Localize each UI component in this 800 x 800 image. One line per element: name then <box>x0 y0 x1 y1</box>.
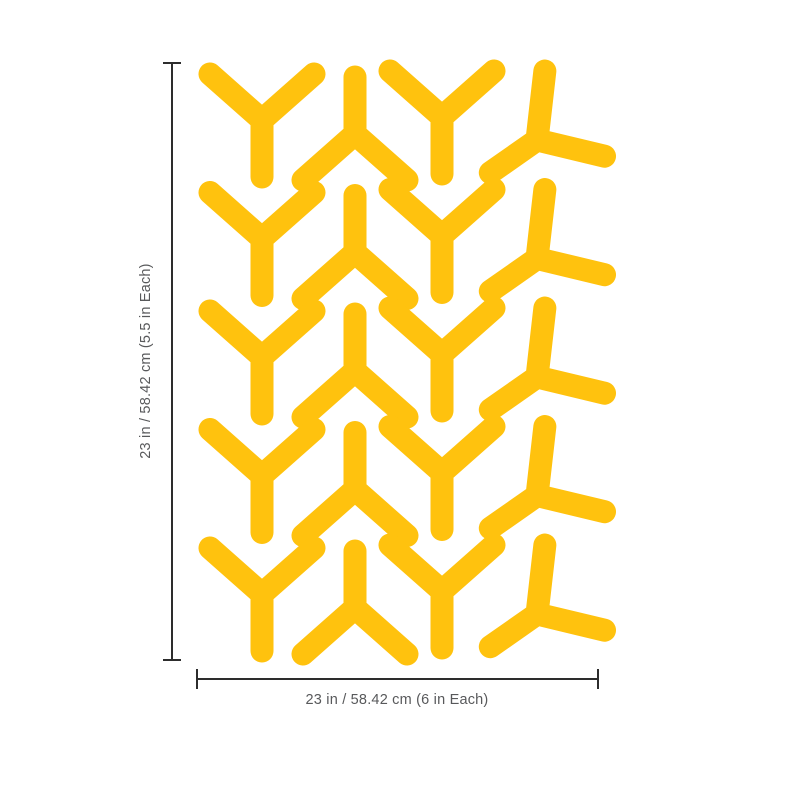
width-dimension-label: 23 in / 58.42 cm (6 in Each) <box>305 692 489 708</box>
y-decal-upright <box>378 533 506 660</box>
y-decal-tilted <box>478 533 617 659</box>
y-decal-inverted <box>291 184 419 310</box>
y-decal-tilted <box>478 178 617 303</box>
y-decal-upright <box>198 62 326 189</box>
y-decal-tilted <box>478 59 617 185</box>
y-decal-upright <box>198 536 326 663</box>
y-decal-upright <box>378 59 506 186</box>
y-decal-tilted <box>478 415 617 540</box>
y-decal-upright <box>378 178 506 304</box>
width-dimension-line <box>196 669 599 689</box>
y-decal-tilted <box>478 296 617 422</box>
height-dimension-line <box>163 62 181 661</box>
y-decal-upright <box>198 181 326 307</box>
y-decal-inverted <box>291 421 419 547</box>
y-decal-inverted <box>291 302 419 429</box>
y-decal-inverted <box>291 539 419 666</box>
y-decal-upright <box>378 415 506 541</box>
y-decal-inverted <box>291 65 419 192</box>
y-decal-upright <box>198 299 326 426</box>
decal-pattern <box>198 59 617 666</box>
height-dimension-label: 23 in / 58.42 cm (5.5 in Each) <box>138 263 154 459</box>
y-decal-upright <box>378 296 506 423</box>
y-decal-upright <box>198 418 326 544</box>
